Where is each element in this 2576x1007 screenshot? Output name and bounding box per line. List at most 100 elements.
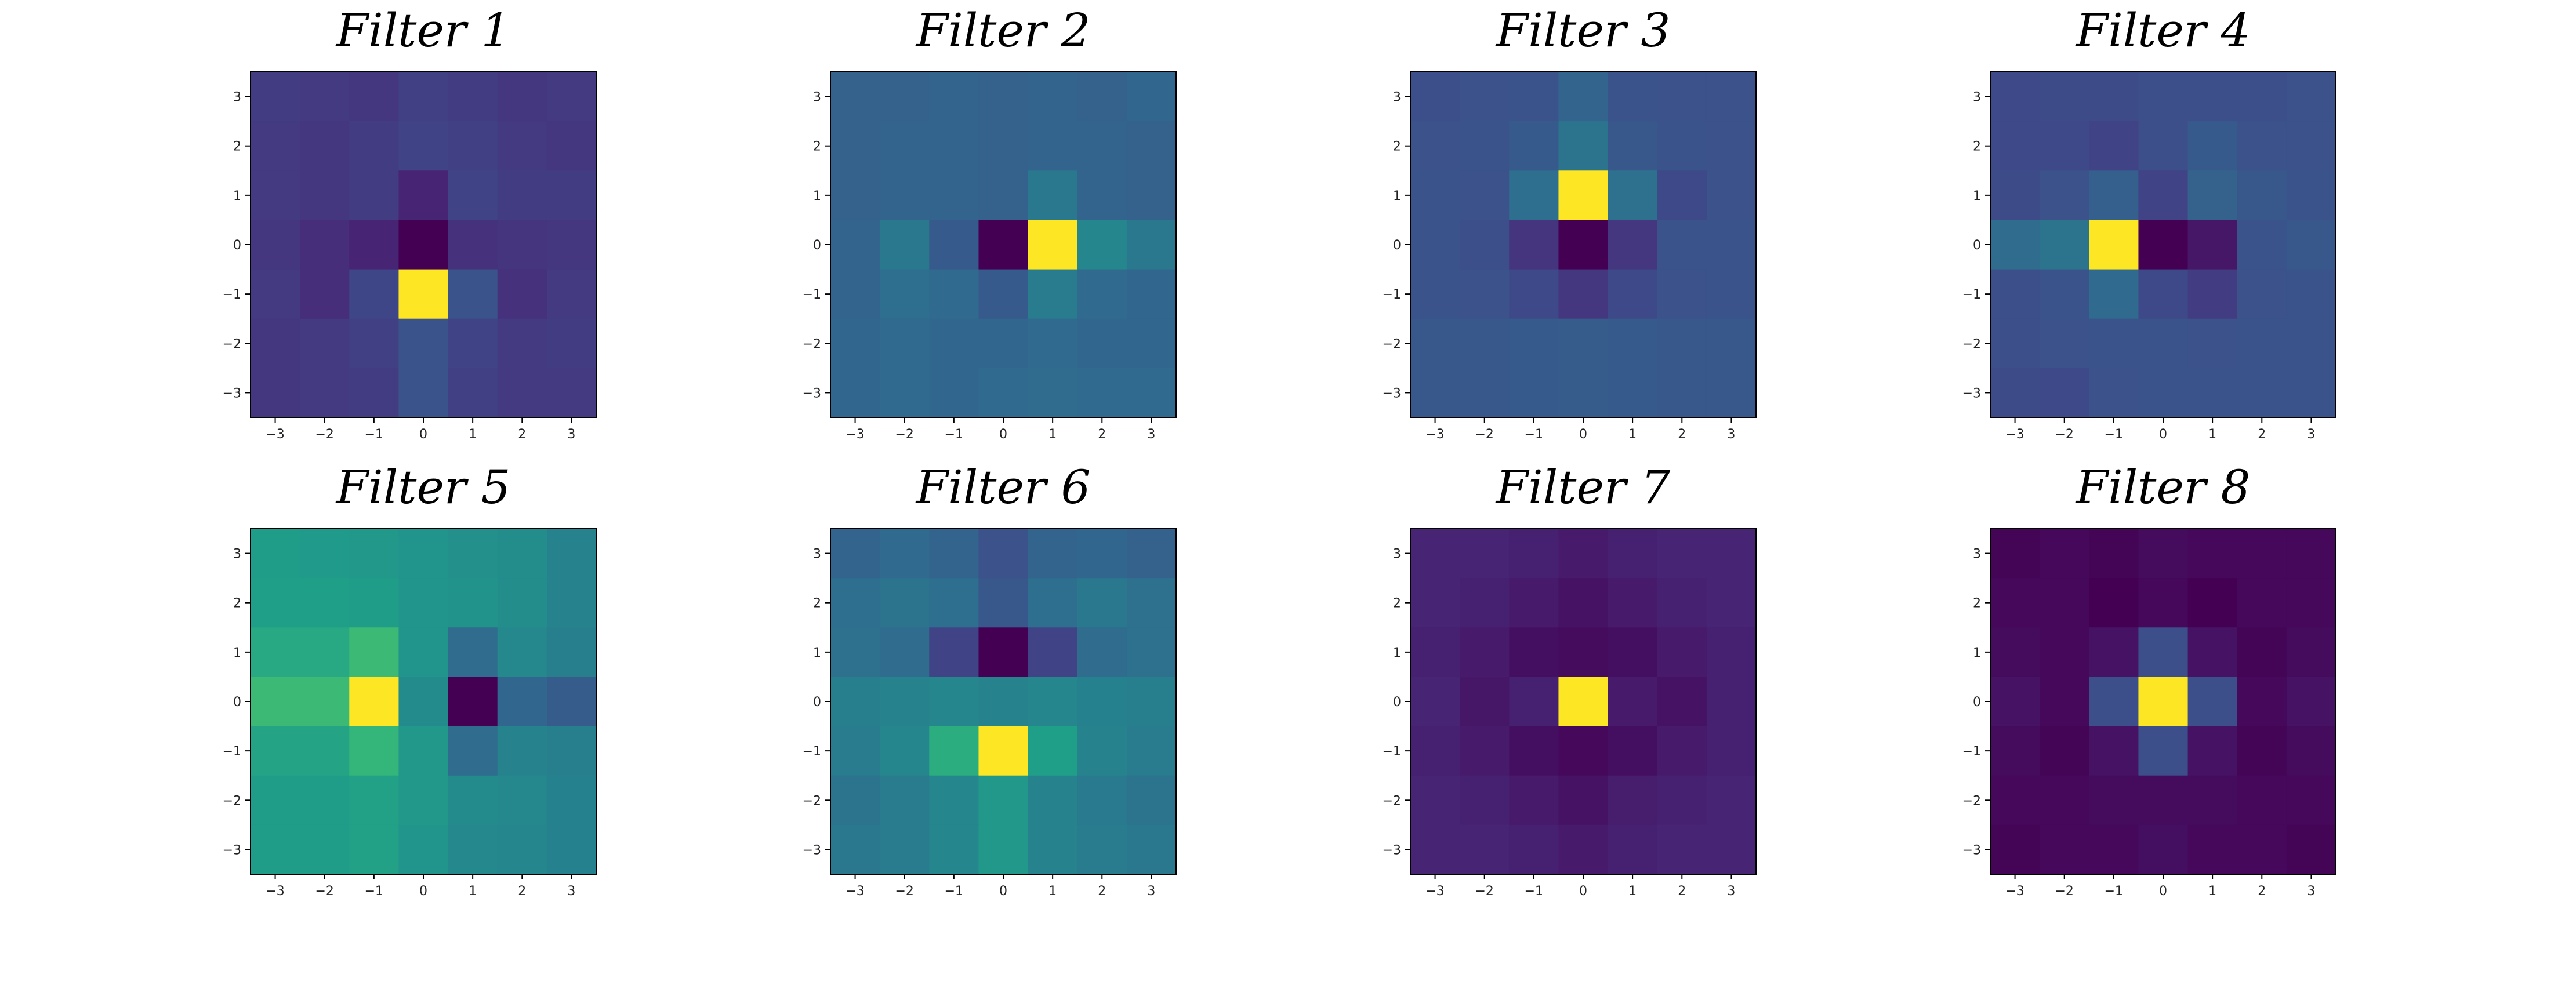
heatmap-cell <box>398 775 449 826</box>
heatmap-cell <box>1509 368 1559 418</box>
heatmap-cell <box>448 318 498 369</box>
heatmap-cell <box>251 677 300 727</box>
y-tick-label: 2 <box>813 140 821 154</box>
heatmap-cell <box>929 578 979 628</box>
y-tick-label: 1 <box>813 189 821 203</box>
heatmap-cell <box>2286 775 2336 826</box>
heatmap-cell <box>1706 368 1757 418</box>
heatmap-cell <box>300 121 350 171</box>
x-tick-label: −1 <box>2105 427 2123 442</box>
panel-title: Filter 5 <box>335 460 511 514</box>
heatmap-cell <box>2286 824 2336 875</box>
heatmap-cell <box>1028 627 1078 678</box>
heatmap-cell <box>300 269 350 319</box>
heatmap-cell <box>1126 677 1177 727</box>
heatmap-cell <box>1657 529 1707 579</box>
heatmap-cell <box>300 368 350 418</box>
heatmap-cell <box>2286 72 2336 122</box>
x-tick-label: −3 <box>846 427 864 442</box>
heatmap-cell <box>251 578 300 628</box>
heatmap-cell <box>1460 775 1510 826</box>
heatmap-cell <box>1990 677 2040 727</box>
heatmap-cell <box>1126 72 1177 122</box>
heatmap-cell <box>1558 170 1609 221</box>
heatmap-cell <box>497 578 547 628</box>
heatmap-cell <box>1990 170 2040 221</box>
heatmap-cell <box>251 220 300 270</box>
heatmap-cell <box>1706 121 1757 171</box>
heatmap-cell <box>300 220 350 270</box>
heatmap-cell <box>1077 220 1127 270</box>
x-tick-label: 1 <box>469 884 477 899</box>
y-tick-label: −2 <box>223 337 241 351</box>
y-tick-label: 3 <box>1393 90 1401 105</box>
x-tick-label: −2 <box>2055 884 2073 899</box>
heatmap-cell <box>2286 578 2336 628</box>
heatmap-cell <box>2237 726 2287 776</box>
heatmap-cell <box>1077 824 1127 875</box>
y-tick-label: −1 <box>803 744 821 759</box>
heatmap-cell <box>1657 726 1707 776</box>
heatmap-cell <box>2138 170 2189 221</box>
heatmap-cell <box>1706 170 1757 221</box>
heatmap-cell <box>978 220 1029 270</box>
x-tick-label: −3 <box>2005 427 2024 442</box>
y-tick-label: −1 <box>1383 744 1401 759</box>
heatmap-cell <box>448 578 498 628</box>
heatmap-cell <box>1608 368 1658 418</box>
x-tick-label: −3 <box>1425 884 1444 899</box>
heatmap-cell <box>880 529 930 579</box>
heatmap-cell <box>978 726 1029 776</box>
heatmap-cell <box>1410 627 1460 678</box>
heatmap-cell <box>978 775 1029 826</box>
heatmap-cell <box>1410 578 1460 628</box>
heatmap-cell <box>929 677 979 727</box>
heatmap-cell <box>448 824 498 875</box>
heatmap-cell <box>2089 529 2139 579</box>
heatmap-cell <box>2187 578 2238 628</box>
x-tick-label: 0 <box>2159 427 2167 442</box>
heatmap-cell <box>349 170 400 221</box>
heatmap-cell <box>251 529 300 579</box>
heatmap-cell <box>251 269 300 319</box>
heatmap-cell <box>546 220 597 270</box>
x-tick-label: 2 <box>1678 427 1686 442</box>
heatmap-cell <box>349 578 400 628</box>
filter-panel: Filter 4 −3 −2 −1 0 1 2 3 3 2 1 0 −1 −2 −3 <box>1962 3 2336 442</box>
y-tick-label: −2 <box>1962 337 1981 351</box>
heatmap-cell <box>880 368 930 418</box>
heatmap-cell <box>830 72 880 122</box>
heatmap-cell <box>349 318 400 369</box>
heatmap-cell <box>1706 726 1757 776</box>
heatmap-cell <box>1077 269 1127 319</box>
heatmap-cell <box>2040 824 2089 875</box>
heatmap-cell <box>497 824 547 875</box>
heatmap-cell <box>2089 220 2139 270</box>
filter-panel: Filter 8 −3 −2 −1 0 1 2 3 3 2 1 0 −1 −2 −3 <box>1962 460 2336 899</box>
heatmap-cell <box>978 677 1029 727</box>
x-tick-label: −1 <box>365 884 383 899</box>
heatmap-cell <box>1608 677 1658 727</box>
heatmap-cell <box>2089 775 2139 826</box>
heatmap-cell <box>830 677 880 727</box>
heatmap-cell <box>830 368 880 418</box>
heatmap-cell <box>497 677 547 727</box>
heatmap-cell <box>830 529 880 579</box>
y-tick-label: 0 <box>813 238 821 253</box>
heatmap-cell <box>1558 220 1609 270</box>
heatmap-cell <box>2138 726 2189 776</box>
heatmap-cell <box>398 170 449 221</box>
heatmap-cell <box>448 627 498 678</box>
heatmap-cell <box>929 824 979 875</box>
x-tick-label: 2 <box>2258 884 2266 899</box>
heatmap-cell <box>929 170 979 221</box>
heatmap-cell <box>300 824 350 875</box>
heatmap-cell <box>830 726 880 776</box>
x-tick-label: −3 <box>266 427 284 442</box>
heatmap-cell <box>300 529 350 579</box>
heatmap-cell <box>1509 578 1559 628</box>
heatmap-cell <box>1410 726 1460 776</box>
heatmap-cell <box>300 578 350 628</box>
x-tick-label: −1 <box>2105 884 2123 899</box>
